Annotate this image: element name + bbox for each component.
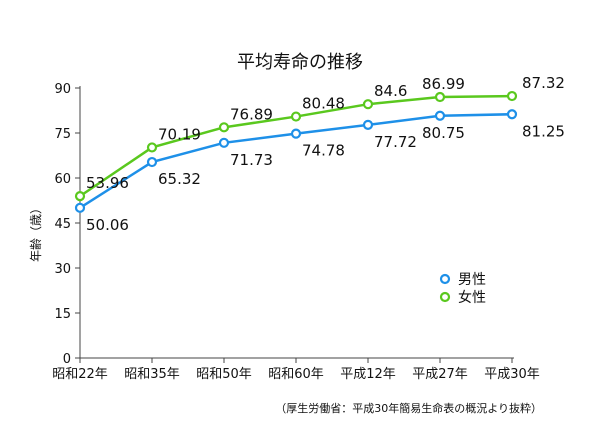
x-tick-label: 平成30年 [484, 367, 540, 382]
legend-item: 男性 [439, 272, 486, 288]
x-tick-label: 昭和35年 [124, 367, 180, 382]
data-point [218, 137, 230, 148]
data-point [506, 109, 518, 120]
y-tick-label: 90 [54, 82, 71, 97]
y-tick-label: 75 [54, 127, 71, 142]
data-label: 70.19 [158, 125, 201, 143]
series-male: 50.06 65.32 71.73 74.78 77.72 80.75 81.25 [74, 109, 565, 234]
legend-marker [439, 291, 451, 303]
data-point [146, 142, 158, 153]
legend-marker [439, 273, 451, 285]
data-label: 76.89 [230, 105, 273, 123]
data-point [362, 119, 374, 130]
y-tick-label: 60 [54, 172, 71, 187]
chart-title: 平均寿命の推移 [237, 52, 363, 73]
x-tick-label: 昭和22年 [52, 367, 108, 382]
legend-label: 女性 [458, 289, 486, 306]
data-point [362, 99, 374, 110]
data-point [74, 191, 86, 202]
data-label: 80.75 [422, 124, 465, 142]
y-tick-label: 45 [54, 217, 71, 232]
data-point [290, 128, 302, 139]
x-tick-label: 平成27年 [412, 367, 468, 382]
source-note: （厚生労働省：平成30年簡易生命表の概況より抜粋） [275, 401, 542, 415]
data-point [434, 91, 446, 103]
data-point [434, 110, 446, 121]
legend-item: 女性 [439, 289, 486, 306]
data-point [506, 90, 518, 102]
x-axis-ticks: 昭和22年 昭和35年 昭和50年 昭和60年 平成12年 平成27年 平成30年 [52, 358, 540, 382]
y-axis-ticks: 0 15 30 45 60 75 90 [54, 82, 80, 367]
data-label: 50.06 [86, 216, 129, 234]
data-point [74, 202, 86, 213]
data-label: 77.72 [374, 133, 417, 151]
x-tick-label: 平成12年 [340, 367, 396, 382]
data-label: 71.73 [230, 151, 273, 169]
data-label: 87.32 [522, 74, 565, 92]
x-tick-label: 昭和60年 [268, 367, 324, 382]
x-tick-label: 昭和50年 [196, 367, 252, 382]
y-tick-label: 15 [54, 307, 71, 322]
data-label: 74.78 [302, 142, 345, 160]
data-label: 86.99 [422, 75, 465, 93]
data-point [290, 111, 302, 122]
series-line [79, 94, 513, 198]
data-label: 80.48 [302, 95, 345, 113]
y-axis-label: 年齢（歳） [28, 202, 43, 262]
data-label: 81.25 [522, 122, 565, 140]
data-point [146, 156, 158, 168]
data-point [218, 122, 230, 133]
data-label: 53.96 [86, 174, 129, 192]
legend-label: 男性 [458, 272, 486, 288]
data-label: 65.32 [158, 170, 201, 188]
y-tick-label: 0 [63, 352, 71, 367]
data-label: 84.6 [374, 82, 407, 100]
y-tick-label: 30 [54, 262, 71, 277]
series-female: 53.96 70.19 76.89 80.48 84.6 86.99 87.32 [74, 74, 565, 202]
